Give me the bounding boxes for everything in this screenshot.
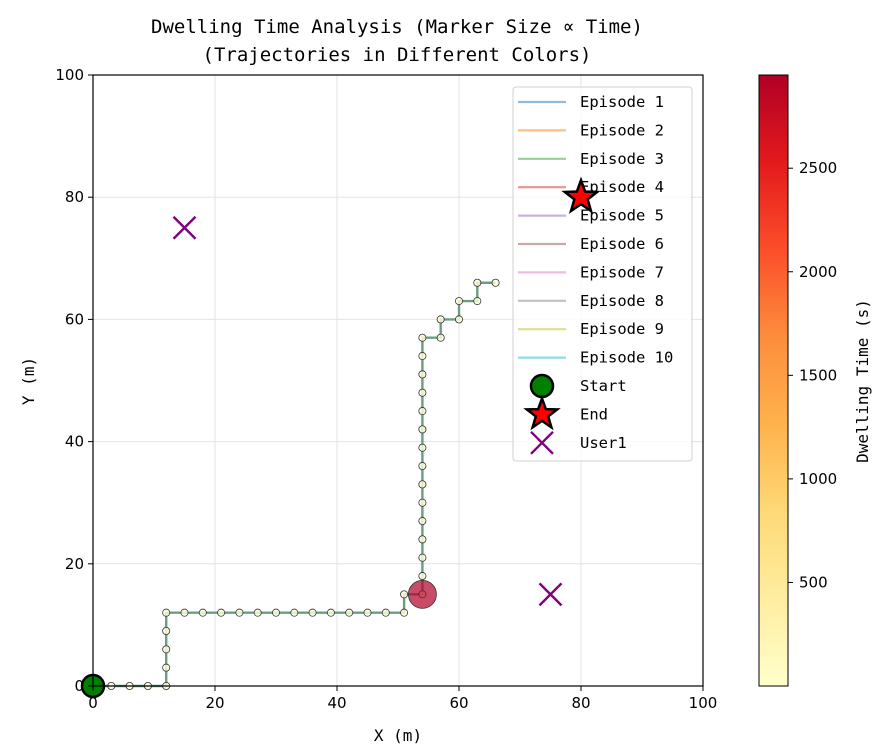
colorbar-tick-label: 2000 (799, 263, 837, 281)
legend-label: Episode 10 (580, 349, 673, 367)
legend-label: End (580, 405, 608, 423)
colorbar-tick-label: 500 (799, 573, 828, 591)
trajectory-point (418, 572, 427, 581)
chart-title: Dwelling Time Analysis (Marker Size ∝ Ti… (151, 16, 643, 38)
trajectory-point (235, 608, 244, 617)
trajectory-point (326, 608, 335, 617)
trajectory-point (400, 608, 409, 617)
trajectory-line (93, 281, 496, 688)
plot-frame (92, 74, 704, 687)
legend-label: Start (580, 377, 627, 395)
trajectory-point (473, 297, 482, 306)
legend-label: Episode 5 (580, 207, 664, 225)
dwell-marker (407, 579, 437, 609)
end-marker (561, 176, 601, 214)
y-tick-label: 60 (65, 310, 84, 328)
legend-user-marker (530, 430, 554, 455)
x-axis-ticks: 0 20 40 60 80 100 (88, 686, 717, 712)
y-tick-label: 20 (65, 555, 84, 573)
colorbar-tick-label: 1500 (799, 366, 837, 384)
y-tick-label: 80 (65, 188, 84, 206)
y-axis-ticks: 0 20 40 60 80 100 (55, 66, 93, 695)
trajectory-point (418, 388, 427, 397)
user-marker (538, 582, 563, 607)
trajectory-point (418, 462, 427, 471)
legend-start-marker (529, 373, 555, 399)
y-tick-label: 100 (55, 66, 84, 84)
trajectory-point (454, 315, 463, 324)
trajectory-point (381, 608, 390, 617)
trajectory-point (454, 297, 463, 306)
x-tick-label: 60 (449, 694, 468, 712)
colorbar-tick-label: 2500 (799, 159, 837, 177)
colorbar-ticks: 500 1000 1500 2000 2500 (788, 159, 837, 591)
trajectory-point (491, 278, 500, 287)
trajectory-point (418, 480, 427, 489)
trajectory-point (418, 535, 427, 544)
legend-label: Episode 2 (580, 121, 664, 139)
trajectory-point (418, 498, 427, 507)
chart-subtitle: (Trajectories in Different Colors) (203, 44, 592, 66)
y-axis-label: Y (m) (19, 357, 38, 405)
trajectory-point (436, 333, 445, 342)
legend-label: Episode 9 (580, 320, 664, 338)
trajectory-point (162, 645, 171, 654)
trajectory-point (418, 370, 427, 379)
legend-label: Episode 3 (580, 150, 664, 168)
trajectory-point (162, 663, 171, 672)
legend: Episode 1 Episode 2 Episode 3 Episode 4 Epis… (512, 86, 693, 462)
trajectory-point (162, 608, 171, 617)
user-marker-stroke (172, 215, 197, 240)
user-marker-stroke (538, 582, 563, 607)
legend-label: User1 (580, 434, 627, 452)
trajectory-point (162, 627, 171, 636)
trajectory-point (418, 517, 427, 526)
trajectory-point (418, 352, 427, 361)
legend-label: Episode 1 (580, 93, 664, 111)
trajectory-point (473, 278, 482, 287)
legend-label: Episode 8 (580, 292, 664, 310)
markers (80, 215, 563, 699)
x-tick-label: 20 (205, 694, 224, 712)
trajectory-point (345, 608, 354, 617)
legend-end-marker (523, 394, 561, 431)
x-tick-label: 0 (88, 694, 98, 712)
legend-label: Episode 4 (580, 178, 664, 196)
trajectory-point (290, 608, 299, 617)
trajectory-point (253, 608, 262, 617)
trajectory-point (363, 608, 372, 617)
y-tick-label: 0 (74, 677, 84, 695)
trajectory-point (418, 443, 427, 452)
x-axis-label: X (m) (374, 726, 422, 745)
trajectory-point (418, 553, 427, 562)
legend-box (512, 86, 693, 462)
trajectory-point (418, 425, 427, 434)
trajectory-point (418, 407, 427, 416)
trajectory-point (400, 590, 409, 599)
legend-label: Episode 7 (580, 263, 664, 281)
trajectory-point (436, 315, 445, 324)
trajectory (89, 278, 500, 691)
trajectory-point (180, 608, 189, 617)
trajectory-point (308, 608, 317, 617)
colorbar (758, 74, 789, 687)
colorbar-label: Dwelling Time (s) (853, 299, 872, 463)
x-tick-label: 40 (327, 694, 346, 712)
colorbar-tick-label: 1000 (799, 470, 837, 488)
y-tick-label: 40 (65, 433, 84, 451)
user-marker (172, 215, 197, 240)
trajectory-point (217, 608, 226, 617)
x-tick-label: 80 (571, 694, 590, 712)
trajectory-point (271, 608, 280, 617)
trajectory-point (198, 608, 207, 617)
x-tick-label: 100 (689, 694, 718, 712)
trajectory-point (418, 333, 427, 342)
legend-label: Episode 6 (580, 235, 664, 253)
